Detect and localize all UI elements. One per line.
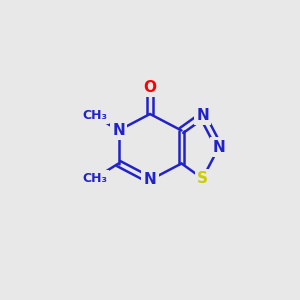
Text: N: N bbox=[112, 123, 125, 138]
Text: CH₃: CH₃ bbox=[82, 109, 107, 122]
Text: N: N bbox=[213, 140, 225, 154]
Text: N: N bbox=[196, 108, 209, 123]
Text: N: N bbox=[144, 172, 156, 188]
Text: O: O bbox=[143, 80, 157, 94]
Text: S: S bbox=[197, 171, 208, 186]
Text: CH₃: CH₃ bbox=[82, 172, 107, 185]
